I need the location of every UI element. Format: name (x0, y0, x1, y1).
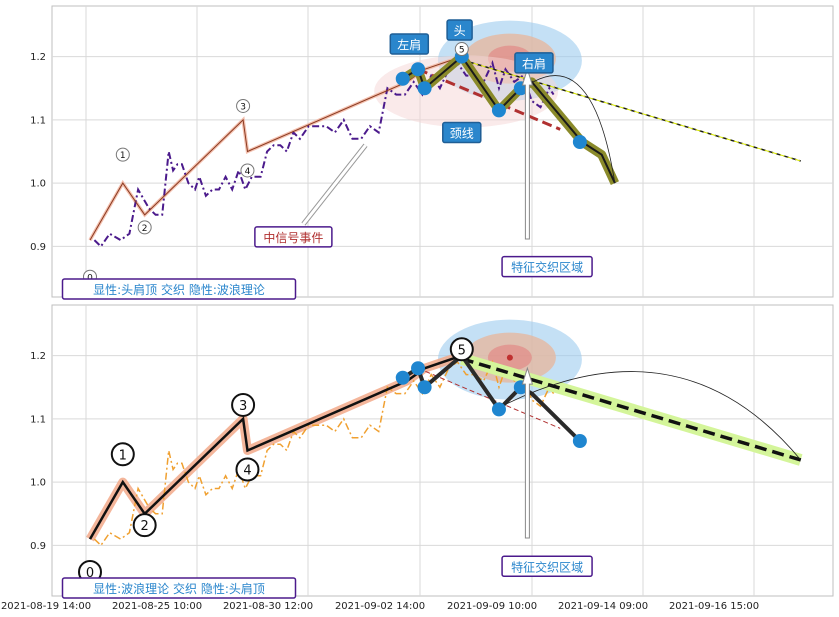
panel-top-projection-accent (461, 59, 801, 162)
panel-top-feature-arrow (521, 67, 534, 240)
panel-bottom-key-point (411, 361, 426, 376)
panel-top-annotation-purple: 特征交织区域 (501, 255, 593, 278)
panel-bottom-key-point (417, 380, 432, 395)
panel-bottom: 0.9 1.0 1.1 1.2 0 1 2 3 4 5 (30, 304, 834, 597)
panel-bottom-key-point (395, 370, 410, 385)
panel-top-wave-label-5: 5 (459, 46, 465, 56)
panel-top-wave-label-4: 4 (245, 167, 251, 177)
panel-top-annotation-blue: 左肩 (389, 33, 430, 55)
panel-top-ytick-label: 1.2 (30, 52, 46, 63)
panel-top-annotation-blue-text: 颈线 (450, 127, 474, 141)
x-tick-label: 2021-09-16 15:00 (669, 601, 759, 612)
panel-bottom-neckline (417, 367, 561, 429)
panel-bottom-projection-line (461, 357, 802, 462)
x-tick-label: 2021-08-25 10:00 (112, 601, 202, 612)
panel-bottom-wave-label-3: 3 (239, 399, 247, 414)
panel-bottom-zone-center (506, 354, 513, 361)
x-tick-label: 2021-09-02 14:00 (335, 601, 425, 612)
panel-top-annotation-blue: 右肩 (514, 52, 554, 74)
x-tick-label: 2021-08-19 14:00 (1, 601, 91, 612)
panel-bottom-caption-box (61, 577, 297, 599)
panel-top-annotation-purple-text: 特征交织区域 (511, 260, 583, 275)
panel-top-wave-label-circle (236, 98, 251, 113)
panel-bottom-ytick-label: 1.0 (30, 478, 46, 489)
panel-bottom-ytick-label: 1.2 (30, 351, 46, 362)
panel-bottom-caption: 显性:波浪理论 交织 隐性:头肩顶 (61, 577, 297, 599)
panel-top-caption-text: 显性:头肩顶 交织 隐性:波浪理论 (93, 282, 265, 297)
panel-top-wave-label-3: 3 (240, 102, 246, 112)
panel-top-ytick-label: 1.1 (30, 115, 46, 126)
panel-bottom-ytick-label: 1.1 (30, 414, 46, 425)
panel-bottom-caption-text: 显性:波浪理论 交织 隐性:头肩顶 (93, 581, 265, 596)
panel-top-annotation-purple-text: 中信号事件 (263, 230, 323, 245)
panel-bottom-wave-label-0: 0 (86, 566, 94, 581)
panel-top-annotation-purple-box (501, 255, 593, 278)
panel-top-caption: 显性:头肩顶 交织 隐性:波浪理论 (61, 278, 297, 300)
x-tick-label: 2021-09-14 09:00 (558, 601, 648, 612)
panel-bottom-annotation-purple-box (501, 555, 593, 578)
panel-top-annotation-blue-box (514, 52, 554, 74)
panel-bottom-key-point (491, 402, 506, 417)
panel-bottom-wave-label-circle (110, 442, 135, 467)
panel-top-caption-box (61, 278, 297, 300)
panel-top-annotation-blue-text: 左肩 (397, 37, 421, 52)
panel-top-wave-label-2: 2 (142, 224, 148, 234)
panel-top-ytick-label: 1.0 (30, 179, 46, 190)
panel-bottom-wave-label-2: 2 (141, 519, 149, 534)
panel-bottom-wave-label-circle (235, 457, 260, 482)
x-tick-label: 2021-09-09 10:00 (447, 601, 537, 612)
panel-top-key-point (572, 135, 587, 150)
panel-top-frame (51, 5, 834, 298)
panel-top-annotation-blue-box (442, 121, 482, 144)
panel-bottom-wave-label-5: 5 (458, 343, 466, 358)
panel-top-annotation-blue-box (446, 19, 473, 41)
panel-top-price-line (93, 59, 555, 248)
panel-top-wave-label-circle (115, 147, 130, 162)
panel-top-ytick-label: 0.9 (30, 242, 46, 253)
panel-top-key-point (395, 71, 410, 86)
panel-top-wave-label-circle (240, 163, 255, 178)
panel-bottom-key-point (572, 434, 587, 449)
panel-top-annotation-blue: 颈线 (442, 121, 482, 144)
panel-bottom-annotation-purple: 特征交织区域 (501, 555, 593, 578)
panel-top-annotation-purple-box (254, 226, 333, 248)
panel-bottom-wave-label-circle (132, 513, 157, 538)
panel-bottom-wave-label-4: 4 (243, 463, 251, 478)
x-tick-label: 2021-08-30 12:00 (223, 601, 313, 612)
panel-top-key-point (411, 62, 426, 77)
panel-bottom-wave-label-circle (449, 337, 474, 362)
panel-top-annotation-blue-text: 右肩 (522, 56, 546, 71)
panel-bottom-annotation-purple-text: 特征交织区域 (511, 559, 583, 574)
panel-top-annotation-purple: 中信号事件 (254, 226, 333, 248)
panel-top-annotation-blue: 头 (446, 19, 473, 41)
panel-bottom-price-line (93, 359, 555, 547)
panel-bottom-wave-label-1: 1 (119, 448, 127, 463)
panel-bottom-feature-arrow (521, 366, 534, 539)
panel-top-annotation-blue-text: 头 (454, 24, 466, 38)
panel-top-wave-label-1: 1 (120, 151, 126, 161)
panel-bottom-frame (51, 304, 834, 597)
panel-top-wave-label-circle (454, 42, 469, 57)
panel-top-wave-label-circle (137, 220, 152, 235)
panel-bottom-arc-arrow (501, 371, 802, 461)
panel-top-annotation-blue-box (389, 33, 430, 55)
panel-bottom-ytick-label: 0.9 (30, 541, 46, 552)
panel-bottom-wave-label-circle (231, 392, 256, 417)
panel-top-key-point (417, 81, 432, 96)
panel-top-key-point (491, 103, 506, 118)
signal-arrow-fill (302, 144, 367, 225)
